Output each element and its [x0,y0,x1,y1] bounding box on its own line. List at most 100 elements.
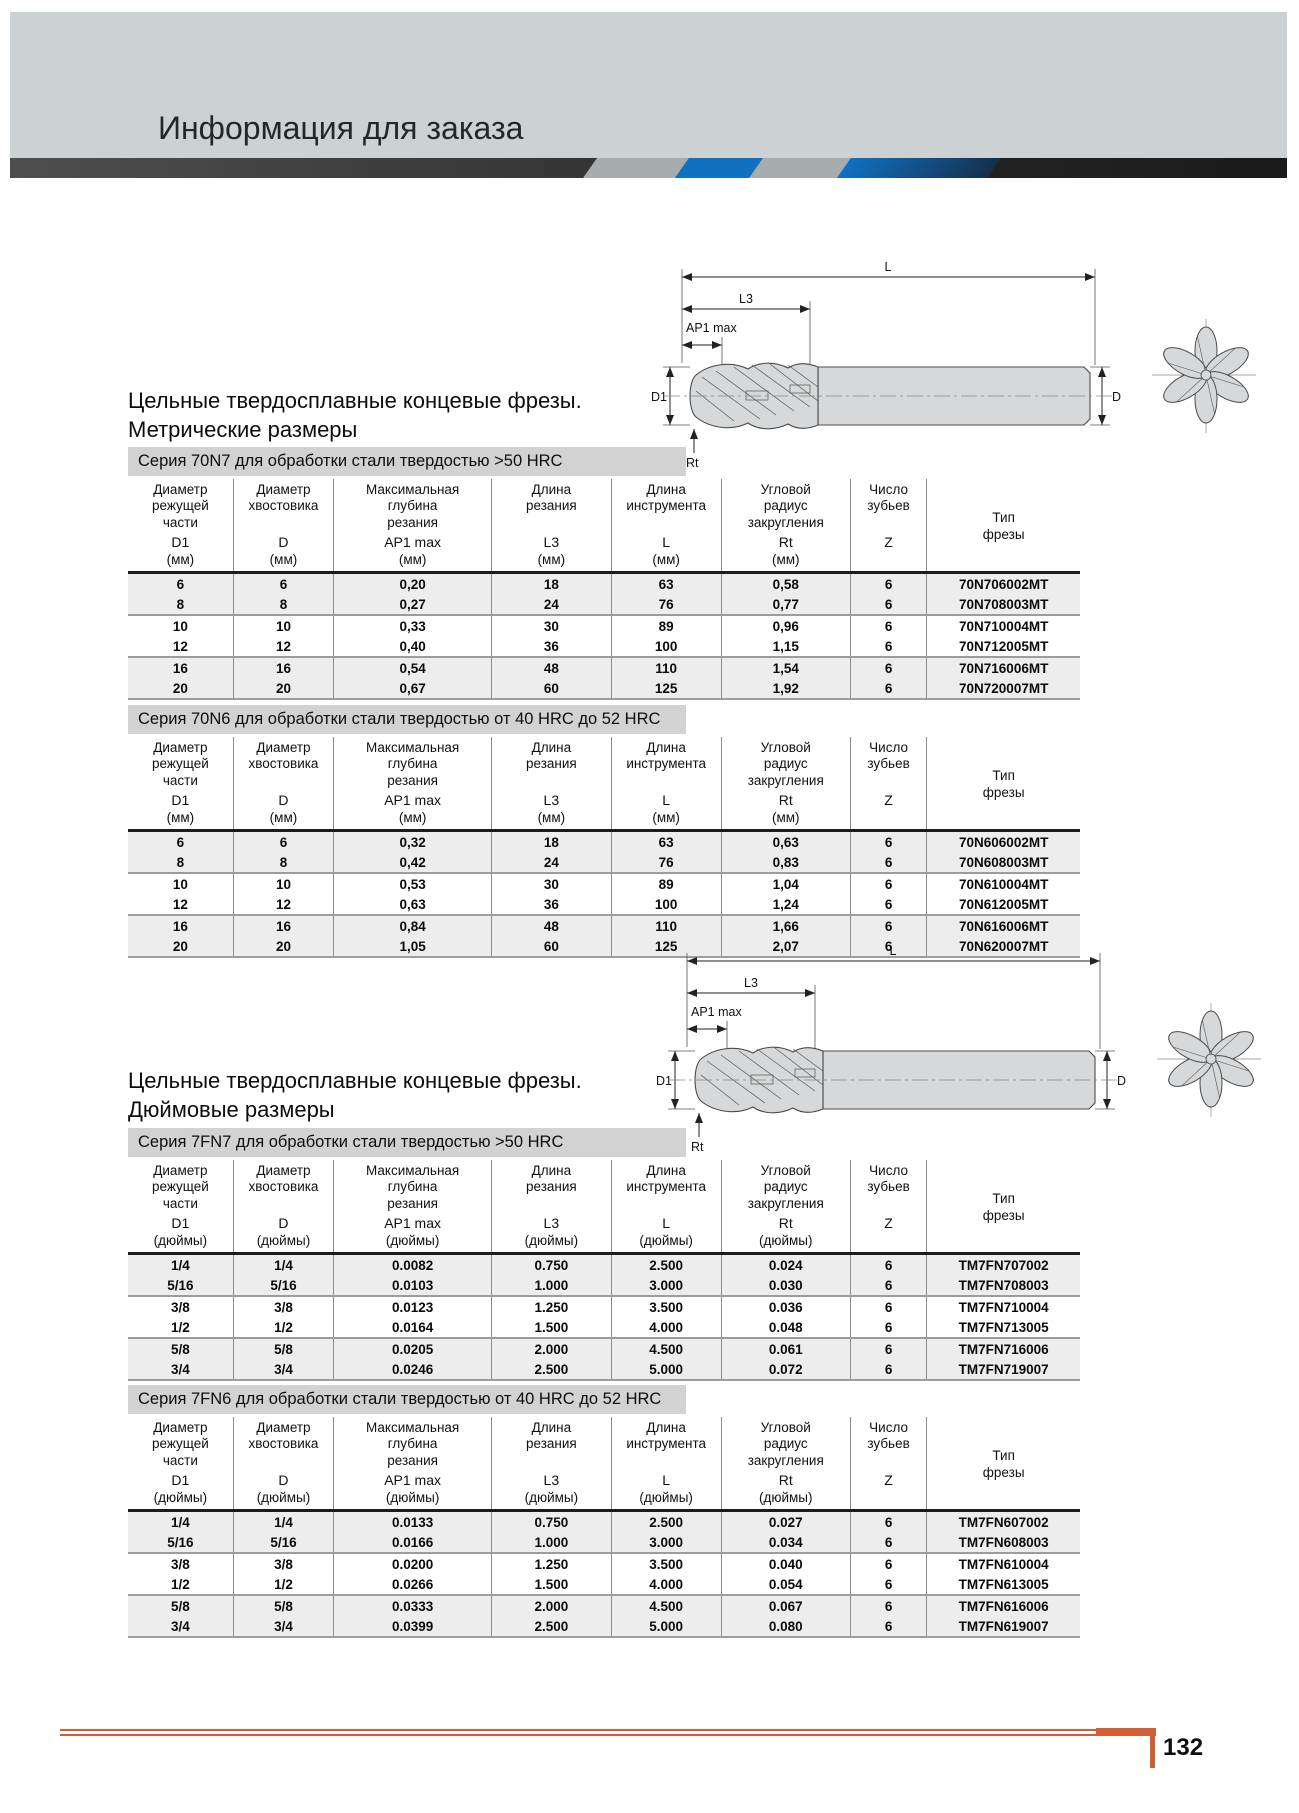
table-cell: TM7FN713005 [926,1317,1080,1339]
dim-label-L3: L3 [739,292,753,306]
table-cell: 6 [849,1275,927,1297]
table-cell: 5/8 [128,1594,234,1617]
table-cell: 0.0399 [333,1616,492,1639]
column-header: Диаметр хвостовика [232,737,334,790]
table-cell: 100 [610,894,722,916]
table-cell: 6 [849,1552,927,1575]
table-cell: 48 [491,656,612,679]
table-cell: 0.0266 [333,1574,492,1596]
table-cell: 5/8 [128,1337,234,1360]
table-cell: 3/8 [128,1552,234,1575]
table-cell: 1,92 [720,678,851,701]
column-header: Длина инструмента [610,479,722,532]
column-header: Диаметр режущей части [151,740,209,788]
table-cell: 0,54 [333,656,492,679]
flute-petals [1163,326,1249,424]
column-unit: (мм) [720,809,851,833]
dim-label-D1: D1 [651,390,667,404]
table-row: 1/2 1/2 0.0164 1.500 4.000 0.048 6 TM7FN713005 [128,1317,1080,1339]
table-cell: 10 [232,872,334,895]
table-cell: 6 [849,1510,927,1533]
table-cell: 6 [849,872,927,895]
table-row: 3/4 3/4 0.0399 2.500 5.000 0.080 6 TM7FN619007 [128,1616,1080,1639]
table-cell: 0.080 [720,1616,851,1639]
column-unit: (дюймы) [333,1232,492,1256]
spec-table-7fn6: Диаметр режущей части Диаметр хвостовика Макс… [128,1417,1080,1639]
column-header: Длина резания [491,1160,612,1213]
table-cell: 1.500 [491,1574,612,1596]
table-cell: 6 [849,936,927,959]
table-cell: 0,32 [333,830,492,853]
table-cell: TM7FN610004 [926,1552,1080,1575]
table-cell: 1,15 [720,636,851,658]
table-cell: 6 [849,1574,927,1596]
column-unit: (дюймы) [232,1232,334,1256]
table-cell: 0.0123 [333,1295,492,1318]
table-cell: TM7FN608003 [926,1532,1080,1554]
column-symbol: Rt [720,1212,851,1233]
table-cell: 4.000 [610,1574,722,1596]
table-cell: 5/8 [232,1594,334,1617]
column-header: Диаметр хвостовика [232,1417,334,1470]
column-symbol: Z [849,789,927,810]
table-cell: 1,24 [720,894,851,916]
column-unit: (мм) [333,809,492,833]
column-unit: (мм) [128,809,234,833]
column-unit [849,1232,927,1256]
column-unit: (дюймы) [720,1489,851,1513]
column-symbol: L [610,789,722,810]
table-cell: 0,58 [720,572,851,595]
table-cell: 6 [232,572,334,595]
section-title-inch: Цельные твердосплавные концевые фрезы. Д… [128,1066,582,1124]
table-cell: 1/2 [170,1576,190,1592]
column-symbol: L [610,531,722,552]
dim-label-D: D [1117,1074,1126,1088]
table-cell: 70N710004MT [926,614,1080,637]
table-cell: 76 [610,852,722,874]
table-row: 5/8 5/8 0.0333 2.000 4.500 0.067 6 TM7FN616006 [128,1594,1080,1617]
table-cell: 0,67 [333,678,492,701]
dim-label-D: D [1112,390,1121,404]
table-row: 8 8 0,27 24 76 0,77 6 70N708003MT [128,594,1080,616]
column-symbol: D [232,1212,334,1233]
column-symbol: D1 [171,791,190,808]
table-cell: 70N612005MT [926,894,1080,916]
table-cell: TM7FN716006 [926,1337,1080,1360]
section-title-line: Цельные твердосплавные концевые фрезы. [128,388,582,413]
table-row: 3/8 3/8 0.0123 1.250 3.500 0.036 6 TM7FN710004 [128,1295,1080,1318]
table-cell: TM7FN616006 [926,1594,1080,1617]
table-cell: 2.500 [491,1616,612,1639]
table-cell: 36 [491,636,612,658]
dim-label-AP1max: AP1 max [691,1005,742,1019]
column-unit: (дюймы) [333,1489,492,1513]
table-cell: 18 [491,572,612,595]
table-cell: TM7FN707002 [926,1253,1080,1276]
column-header: Длина инструмента [610,737,722,790]
table-row: 16 16 0,84 48 110 1,66 6 70N616006MT [128,914,1080,937]
section-title-line: Дюймовые размеры [128,1097,335,1123]
column-header: Угловой радиус закругления [720,479,851,532]
column-unit [849,809,927,833]
column-unit: (мм) [610,551,722,575]
column-unit: (дюймы) [720,1232,851,1256]
table-cell: 0,83 [720,852,851,874]
table-cell: 3.000 [610,1275,722,1297]
table-row: 1/4 1/4 0.0133 0.750 2.500 0.027 6 TM7FN607002 [128,1510,1080,1533]
table-cell: 0,63 [333,894,492,916]
column-header: Число зубьев [849,1160,927,1213]
table-cell: 0.054 [720,1574,851,1596]
table-cell: 70N720007MT [926,678,1080,701]
column-header: Максимальная глубина резания [333,1417,492,1470]
table-cell: 36 [491,894,612,916]
table-cell: 70N608003MT [926,852,1080,874]
column-symbol: L3 [491,1469,612,1490]
table-cell: 70N616006MT [926,914,1080,937]
table-cell: 1.000 [491,1532,612,1554]
table-cell: 12 [172,638,188,654]
table-cell: TM7FN708003 [926,1275,1080,1297]
table-cell: 12 [172,896,188,912]
series-caption-70n6: Серия 70N6 для обработки стали твердость… [128,705,686,734]
table-cell: 6 [849,914,927,937]
dim-label-Rt: Rt [686,456,699,470]
table-cell: 0.0082 [333,1253,492,1276]
